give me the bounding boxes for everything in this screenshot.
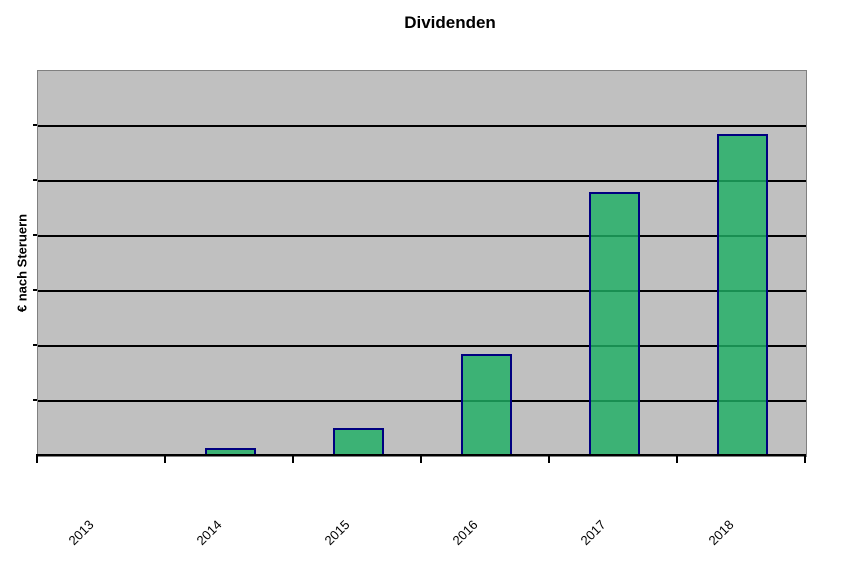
x-axis-tick	[36, 455, 38, 463]
x-tick-label-2015: 2015	[321, 517, 353, 549]
y-axis-tick	[33, 344, 37, 346]
y-axis-tick	[33, 124, 37, 126]
bar-2015	[332, 428, 384, 456]
plot-area	[37, 70, 807, 457]
x-axis-tick	[292, 455, 294, 463]
y-axis-label: € nach Steruern	[14, 213, 30, 313]
chart-title: Dividenden	[404, 13, 496, 32]
x-tick-label-2018: 2018	[705, 517, 737, 549]
bar-2018	[716, 134, 768, 456]
x-axis-tick	[548, 455, 550, 463]
bar-2016	[460, 354, 512, 456]
y-axis-tick	[33, 289, 37, 291]
gridline	[38, 235, 806, 237]
x-axis-tick	[420, 455, 422, 463]
x-tick-label-2016: 2016	[449, 517, 481, 549]
bar-2017	[588, 192, 640, 456]
x-tick-label-2014: 2014	[193, 517, 225, 549]
x-tick-label-2013: 2013	[65, 517, 97, 549]
x-axis-tick	[804, 455, 806, 463]
gridline	[38, 125, 806, 127]
gridline	[38, 290, 806, 292]
y-axis-tick	[33, 179, 37, 181]
gridline	[38, 345, 806, 347]
x-axis-tick	[164, 455, 166, 463]
gridline	[38, 400, 806, 402]
x-axis-tick	[676, 455, 678, 463]
y-axis-tick	[33, 399, 37, 401]
y-axis-tick	[33, 234, 37, 236]
gridline	[38, 180, 806, 182]
x-tick-label-2017: 2017	[577, 517, 609, 549]
